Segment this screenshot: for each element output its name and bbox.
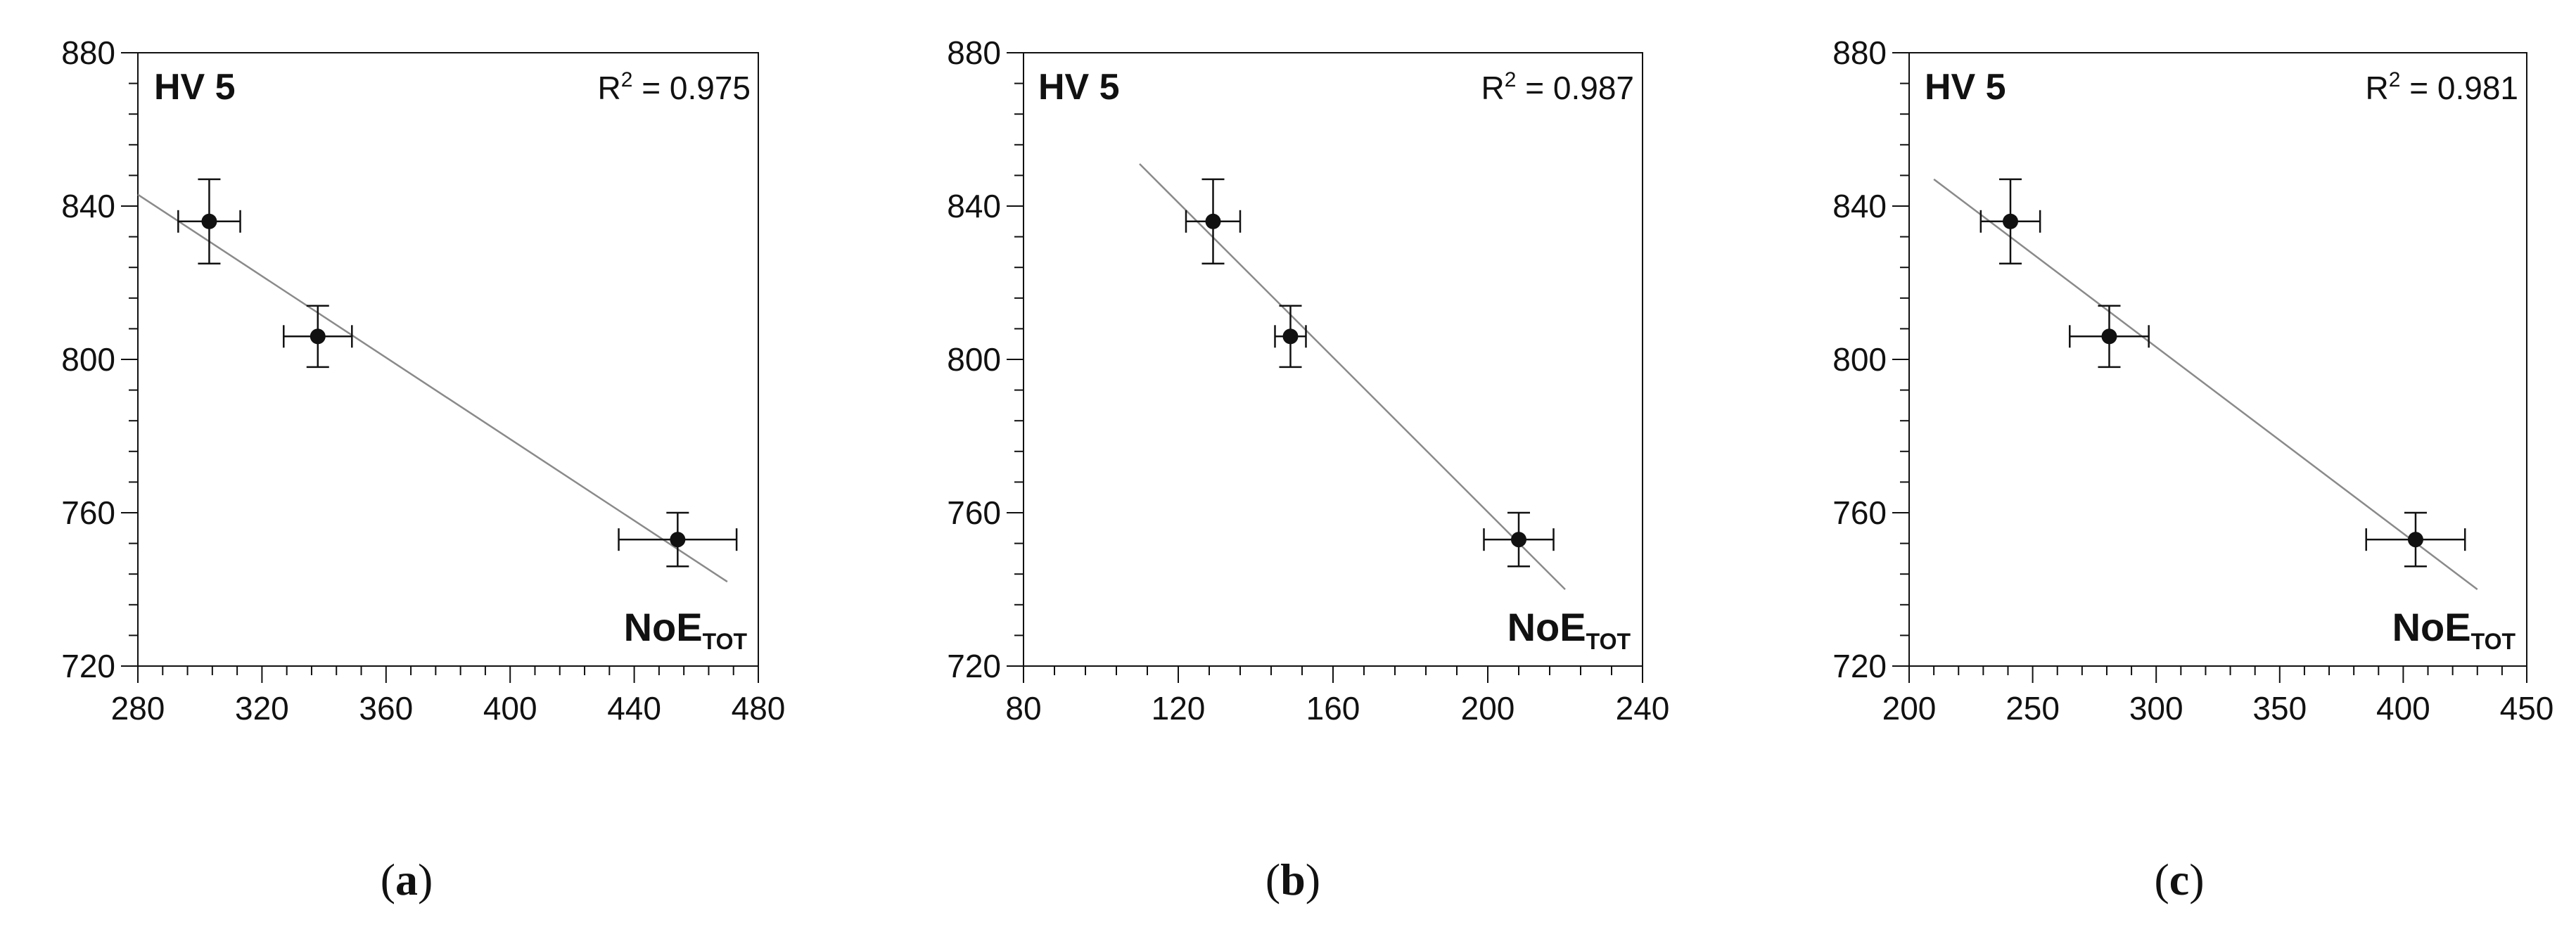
- data-point: [2101, 328, 2117, 345]
- y-tick-label: 840: [947, 188, 1001, 224]
- x-tick-label: 450: [2500, 690, 2554, 727]
- y-tick-label: 880: [947, 34, 1001, 71]
- y-tick-label: 800: [61, 341, 115, 378]
- x-tick-label: 240: [1616, 690, 1670, 727]
- x-tick-label: 250: [2006, 690, 2060, 727]
- x-tick-label: 320: [235, 690, 289, 727]
- x-axis-name: NoETOT: [1507, 605, 1631, 654]
- x-tick-label: 120: [1152, 690, 1206, 727]
- plot-frame: [137, 52, 759, 667]
- y-tick-label: 800: [1832, 341, 1887, 378]
- y-tick-label: 840: [1832, 188, 1887, 224]
- x-tick-label: 480: [732, 690, 786, 727]
- data-point: [201, 213, 217, 229]
- chart-panel-b: HV 5 R2 = 0.987 NoETOT (b) 80 120 160 200 24…: [947, 34, 1669, 904]
- data-point: [310, 328, 326, 345]
- y-tick-label: 720: [1832, 648, 1887, 684]
- panel-title: HV 5: [1925, 67, 2006, 108]
- x-tick-label: 200: [1461, 690, 1515, 727]
- x-tick-label: 80: [1005, 690, 1041, 727]
- data-point: [2407, 532, 2423, 548]
- fit-line: [137, 193, 728, 583]
- fit-line: [1139, 163, 1566, 590]
- r2-label: R2 = 0.975: [598, 68, 751, 106]
- y-tick-label: 840: [61, 188, 115, 224]
- x-tick-label: 160: [1306, 690, 1360, 727]
- x-tick-label: 360: [359, 690, 413, 727]
- x-tick-label: 280: [111, 690, 165, 727]
- r2-label: R2 = 0.981: [2366, 68, 2518, 106]
- y-tick-label: 760: [61, 494, 115, 531]
- x-tick-label: 300: [2129, 690, 2183, 727]
- data-point: [1282, 328, 1299, 345]
- y-tick-label: 800: [947, 341, 1001, 378]
- data-point: [670, 532, 686, 548]
- chart-panel-a: HV 5 R2 = 0.975 NoETOT (a) 280 320 360 400 4…: [61, 34, 785, 904]
- panel-caption: (a): [381, 855, 433, 904]
- data-point: [1511, 532, 1526, 548]
- plot-frame: [1908, 52, 2527, 667]
- data-point: [1205, 213, 1221, 229]
- y-tick-label: 720: [947, 648, 1001, 684]
- panel-caption: (b): [1265, 855, 1320, 904]
- x-tick-label: 400: [483, 690, 537, 727]
- x-axis-name: NoETOT: [624, 605, 748, 654]
- panel-title: HV 5: [1038, 67, 1120, 108]
- x-tick-label: 350: [2252, 690, 2307, 727]
- r2-label: R2 = 0.987: [1481, 68, 1634, 106]
- y-tick-label: 760: [1832, 494, 1887, 531]
- y-tick-label: 880: [61, 34, 115, 71]
- y-tick-label: 880: [1832, 34, 1887, 71]
- y-tick-label: 760: [947, 494, 1001, 531]
- fit-line: [1933, 178, 2478, 590]
- chart-panel-c: HV 5 R2 = 0.981 NoETOT (c) 200 250 300 350 4…: [1832, 34, 2553, 904]
- y-tick-label: 720: [61, 648, 115, 684]
- data-point: [2002, 213, 2018, 229]
- x-tick-label: 440: [607, 690, 661, 727]
- x-tick-label: 200: [1882, 690, 1937, 727]
- panel-title: HV 5: [154, 67, 236, 108]
- panel-caption: (c): [2154, 855, 2204, 904]
- x-tick-label: 400: [2376, 690, 2430, 727]
- x-axis-name: NoETOT: [2392, 605, 2516, 654]
